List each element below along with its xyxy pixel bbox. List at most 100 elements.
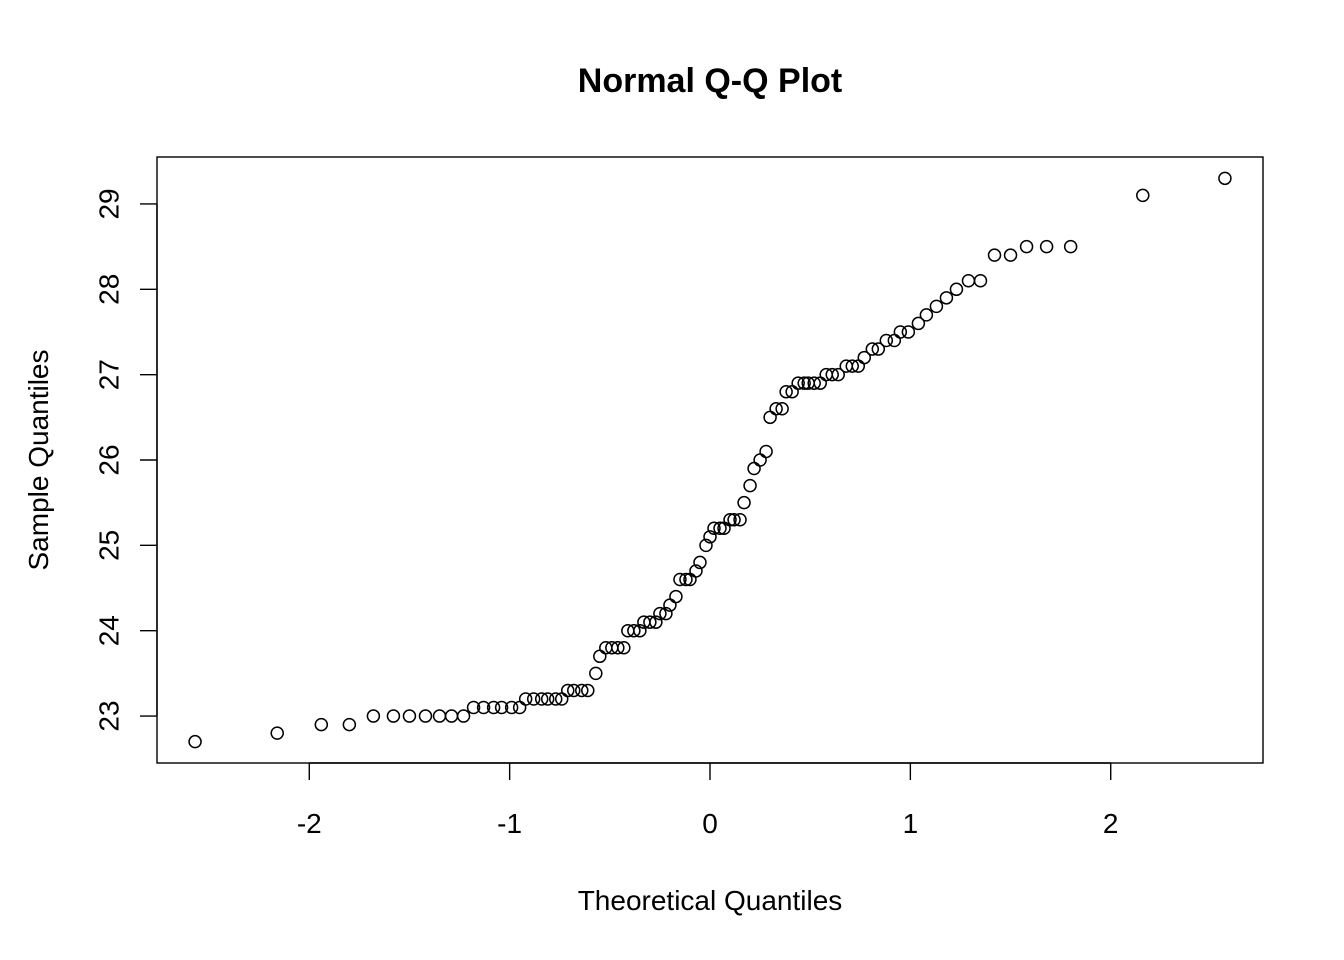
data-point: [887, 333, 902, 348]
data-point: [653, 606, 667, 621]
data-point: [737, 495, 751, 510]
data-point: [901, 325, 916, 339]
data-point: [939, 291, 954, 305]
data-point: [504, 700, 519, 715]
data-point: [693, 555, 707, 570]
data-point: [342, 717, 357, 732]
plot-frame: [156, 156, 1264, 764]
data-point: [723, 512, 737, 527]
data-point: [188, 734, 202, 749]
data-point: [857, 350, 872, 365]
data-point: [575, 683, 589, 698]
data-point: [567, 683, 581, 698]
data-point: [707, 521, 721, 536]
data-point: [791, 376, 805, 390]
data-point: [699, 538, 713, 553]
data-point: [775, 402, 789, 416]
data-point: [779, 384, 793, 399]
data-point: [627, 623, 641, 638]
chart-title: Normal Q-Q Plot: [578, 62, 842, 100]
data-point: [486, 700, 501, 715]
data-point: [759, 444, 773, 459]
data-point: [534, 692, 549, 706]
data-points: [188, 171, 1232, 749]
data-point: [512, 700, 527, 715]
data-point: [825, 367, 839, 382]
data-point: [769, 402, 783, 416]
data-point: [593, 649, 607, 664]
data-point: [1136, 188, 1150, 203]
data-point: [617, 641, 631, 655]
y-tick-label: 24: [93, 615, 124, 646]
data-point: [865, 342, 880, 356]
data-point: [753, 453, 767, 467]
data-point: [540, 692, 555, 706]
data-point: [633, 623, 647, 638]
data-point: [679, 572, 693, 587]
y-axis-label: Sample Quantiles: [23, 349, 54, 570]
data-point: [589, 666, 603, 681]
data-point: [466, 700, 481, 715]
data-point: [673, 572, 687, 587]
x-tick-label: 2: [1103, 808, 1119, 839]
data-point: [1039, 239, 1054, 254]
data-point: [961, 274, 976, 288]
x-axis-label: Theoretical Quantiles: [578, 885, 843, 916]
data-point: [444, 709, 459, 723]
y-tick-label: 23: [93, 700, 124, 731]
data-point: [1063, 239, 1078, 254]
data-point: [743, 478, 757, 493]
data-point: [659, 606, 673, 621]
data-point: [727, 512, 741, 527]
data-point: [831, 367, 845, 382]
data-point: [270, 726, 284, 740]
data-point: [929, 299, 944, 314]
data-point: [581, 683, 595, 698]
data-point: [703, 530, 717, 544]
data-point: [494, 700, 509, 715]
data-point: [919, 308, 934, 322]
data-point: [456, 709, 471, 723]
data-point: [611, 641, 625, 655]
data-point: [1019, 239, 1034, 254]
y-tick-label: 25: [93, 530, 124, 561]
data-point: [689, 564, 703, 578]
data-point: [560, 683, 575, 698]
data-point: [518, 692, 533, 706]
data-point: [893, 325, 908, 339]
data-point: [911, 316, 926, 331]
y-tick-label: 26: [93, 444, 124, 475]
data-point: [797, 376, 811, 390]
data-point: [879, 333, 894, 348]
data-point: [643, 615, 657, 629]
y-axis: 23 24 25 26 27 28 29: [93, 188, 158, 732]
data-point: [807, 376, 821, 390]
y-tick-label: 29: [93, 188, 124, 219]
data-point: [1003, 248, 1018, 262]
y-tick-label: 27: [93, 359, 124, 390]
x-tick-label: -2: [297, 808, 322, 839]
data-point: [476, 700, 491, 715]
y-tick-label: 28: [93, 274, 124, 305]
data-point: [402, 709, 417, 723]
data-point: [987, 248, 1002, 262]
data-point: [713, 521, 727, 536]
x-tick-label: 1: [903, 808, 919, 839]
data-point: [763, 410, 777, 425]
x-tick-label: 0: [702, 808, 718, 839]
data-point: [526, 692, 541, 706]
data-point: [871, 342, 886, 356]
data-point: [314, 717, 329, 732]
data-point: [1218, 171, 1232, 186]
data-point: [548, 692, 563, 706]
data-point: [386, 709, 401, 723]
data-point: [418, 709, 433, 723]
data-point: [845, 359, 860, 373]
x-tick-label: -1: [497, 808, 522, 839]
data-point: [669, 589, 683, 604]
data-point: [949, 282, 964, 297]
data-point: [733, 512, 747, 527]
x-axis: -2 -1 0 1 2: [297, 762, 1119, 839]
data-point: [366, 709, 381, 723]
